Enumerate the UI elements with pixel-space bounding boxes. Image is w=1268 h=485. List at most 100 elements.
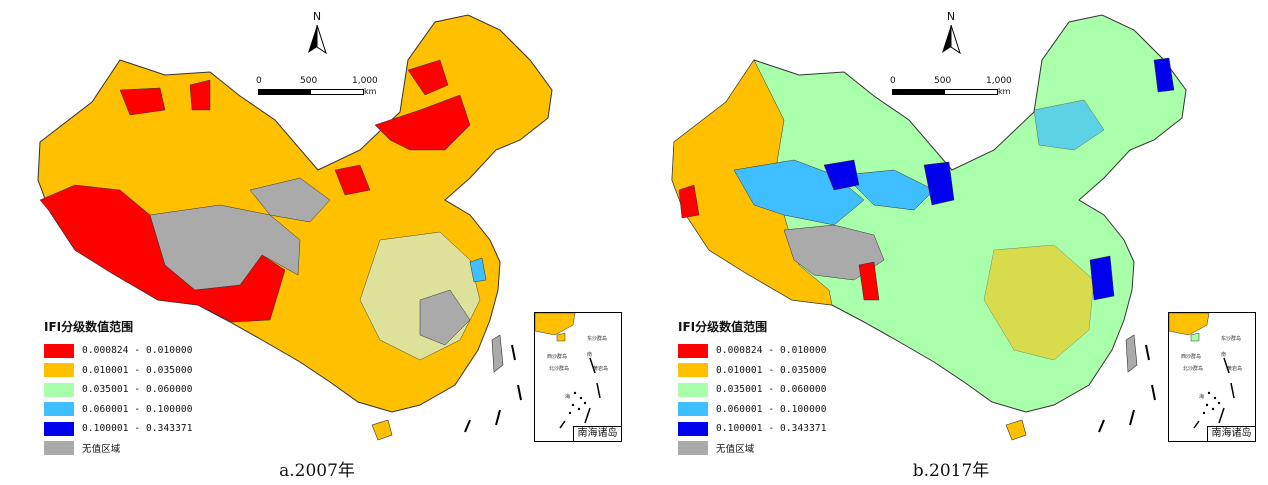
china-map-2007 (37, 14, 553, 441)
region-gray-se (419, 289, 471, 346)
region-blue-light-north (843, 169, 935, 211)
inset-label: 南 (587, 352, 593, 358)
north-arrow: N (936, 10, 966, 61)
inset-label: 东沙群岛 (587, 336, 608, 342)
legend: IFI分级数值范围 0.000824 - 0.010000 0.010001 -… (44, 318, 193, 458)
legend-item: 0.100001 - 0.343371 (678, 419, 827, 439)
caption-2007: a.2007年 (279, 461, 355, 481)
south-china-sea-inset: 东沙群岛 西沙群岛 北沙群岛 黄岩岛 南 海 南海诸岛 (1168, 312, 1256, 442)
region-red-north2 (334, 164, 371, 196)
legend-label: 无值区域 (716, 444, 755, 456)
legend-swatch (678, 382, 708, 397)
region-blue-dark-coast (1089, 255, 1115, 301)
legend-item: 0.010001 - 0.035000 (44, 361, 193, 381)
inset-title: 南海诸岛 (1207, 426, 1255, 441)
legend-swatch (678, 402, 708, 417)
legend-swatch (44, 382, 74, 397)
region-blue-light-north-east (1033, 99, 1105, 151)
legend-swatch (44, 441, 74, 456)
north-arrow-icon (942, 24, 961, 55)
legend-swatch (678, 441, 708, 456)
region-red-west (39, 184, 286, 323)
region-blue-coast (469, 257, 487, 283)
legend-label: 0.010001 - 0.035000 (82, 364, 193, 376)
legend-label: 0.035001 - 0.060000 (716, 384, 827, 396)
legend-label: 0.060001 - 0.100000 (716, 403, 827, 415)
scale-bar-track (892, 89, 998, 95)
scale-tick-0: 0 (890, 76, 896, 86)
legend-item: 0.100001 - 0.343371 (44, 419, 193, 439)
legend-item: 无值区域 (678, 439, 827, 459)
inset-title: 南海诸岛 (573, 426, 621, 441)
inset-label: 海 (565, 394, 571, 400)
inset-label: 北沙群岛 (1183, 366, 1204, 372)
legend-item: 0.010001 - 0.035000 (678, 361, 827, 381)
nine-dash-line (1098, 344, 1156, 433)
region-blue-dark-ne (1153, 57, 1175, 93)
legend-item: 无值区域 (44, 439, 193, 459)
scale-tick-1000: 1,000 (986, 76, 1012, 86)
legend-item: 0.035001 - 0.060000 (678, 380, 827, 400)
north-letter: N (312, 10, 322, 23)
region-gray-central (149, 204, 301, 291)
scale-bar-track (258, 89, 364, 95)
scale-tick-500: 500 (300, 76, 318, 86)
hainan (1005, 419, 1027, 441)
scale-bar: 0 500 1,000 km (254, 76, 378, 106)
scale-tick-1000: 1,000 (352, 76, 378, 86)
legend-item: 0.060001 - 0.100000 (678, 400, 827, 420)
legend-label: 0.000824 - 0.010000 (82, 345, 193, 357)
inset-label: 西沙群岛 (1181, 354, 1202, 360)
legend-item: 0.000824 - 0.010000 (678, 341, 827, 361)
region-red-west (678, 184, 700, 219)
scale-tick-500: 500 (934, 76, 952, 86)
inset-map (535, 313, 601, 429)
map-panel-2017: N 0 500 1,000 km IFI分级数值范围 0.000824 - 0.… (634, 0, 1268, 485)
china-map-2017 (671, 14, 1187, 441)
legend-item: 0.000824 - 0.010000 (44, 341, 193, 361)
south-china-sea-inset: 东沙群岛 西沙群岛 北沙群岛 黄岩岛 南 海 南海诸岛 (534, 312, 622, 442)
legend-label: 0.100001 - 0.343371 (82, 423, 193, 435)
legend-swatch (44, 421, 74, 436)
legend-label: 0.100001 - 0.343371 (716, 423, 827, 435)
map-panel-2007: N 0 500 1,000 km IFI分级数值范围 0.000824 - 0.… (37, 10, 622, 481)
region-blue-dark-1 (823, 159, 860, 191)
inset-label: 西沙群岛 (547, 354, 568, 360)
scale-unit: km (364, 87, 377, 96)
caption-2017: b.2017年 (912, 461, 990, 481)
legend-item: 0.035001 - 0.060000 (44, 380, 193, 400)
region-blue-dark-2 (923, 161, 955, 206)
inset-label: 北沙群岛 (549, 366, 570, 372)
legend-label: 0.035001 - 0.060000 (82, 384, 193, 396)
legend-swatch (678, 343, 708, 358)
region-gray-north (249, 177, 331, 223)
legend-swatch (44, 343, 74, 358)
legend-swatch (44, 363, 74, 378)
inset-map (1169, 313, 1235, 429)
legend: IFI分级数值范围 0.000824 - 0.010000 0.010001 -… (678, 318, 827, 458)
scale-unit: km (998, 87, 1011, 96)
region-red-north1 (374, 94, 471, 151)
taiwan (1125, 334, 1138, 373)
hainan (371, 419, 393, 441)
region-red-south (858, 261, 880, 301)
legend-title: IFI分级数值范围 (678, 320, 768, 334)
legend-swatch (678, 363, 708, 378)
scale-tick-0: 0 (256, 76, 262, 86)
legend-swatch (678, 421, 708, 436)
inset-label: 海 (1199, 394, 1205, 400)
legend-title: IFI分级数值范围 (44, 320, 134, 334)
inset-label: 南 (1221, 352, 1227, 358)
legend-label: 0.000824 - 0.010000 (716, 345, 827, 357)
north-arrow: N (302, 10, 332, 61)
inset-label: 东沙群岛 (1221, 336, 1242, 342)
region-red-nw (119, 87, 166, 116)
scale-bar: 0 500 1,000 km (888, 76, 1012, 106)
region-orange-east (983, 244, 1095, 361)
region-red-nw2 (189, 79, 211, 111)
inset-label: 黄岩岛 (593, 366, 609, 372)
nine-dash-line (464, 344, 522, 433)
legend-swatch (44, 402, 74, 417)
north-arrow-icon (308, 24, 327, 55)
legend-label: 0.010001 - 0.035000 (716, 364, 827, 376)
